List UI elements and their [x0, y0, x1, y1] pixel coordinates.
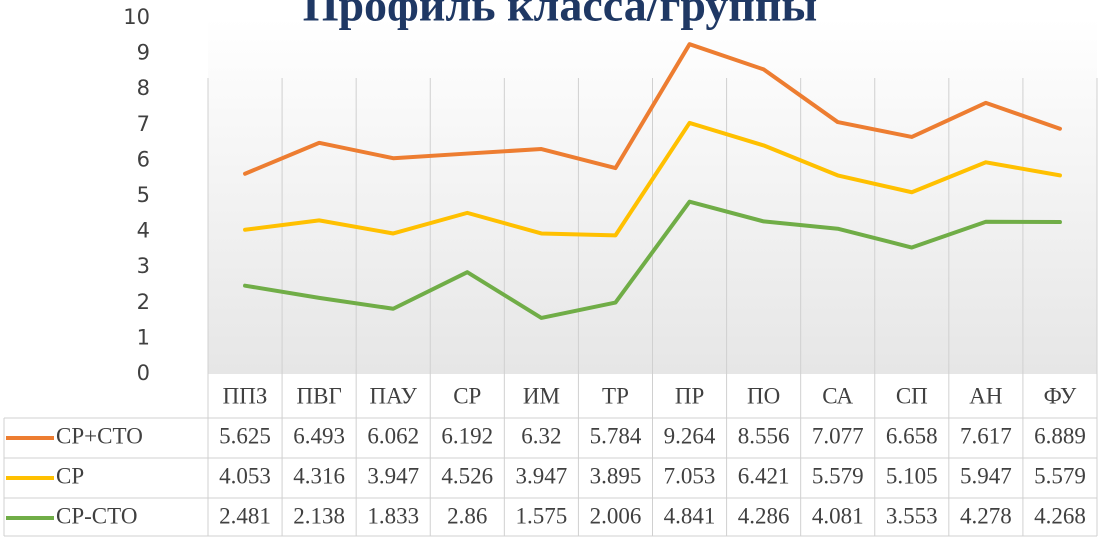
- table-value: 3.553: [886, 503, 938, 528]
- table-value: 7.617: [960, 423, 1012, 448]
- table-value: 6.889: [1034, 423, 1086, 448]
- x-tick-label: ПР: [675, 383, 704, 408]
- table-value: 2.481: [219, 503, 271, 528]
- series-line: [243, 199, 1062, 320]
- x-tick-label: ПАУ: [369, 383, 417, 408]
- table-value: 4.841: [664, 503, 716, 528]
- y-tick-label: 2: [137, 290, 150, 314]
- table-value: 6.658: [886, 423, 938, 448]
- chart-title: Профиль класса/группы: [303, 0, 818, 31]
- y-tick-label: 0: [137, 361, 150, 385]
- x-tick-label: СА: [822, 383, 853, 408]
- table-value: 4.053: [219, 463, 271, 488]
- y-tick-label: 3: [137, 254, 150, 278]
- table-value: 8.556: [738, 423, 790, 448]
- table-value: 3.947: [367, 463, 419, 488]
- table-value: 5.579: [812, 463, 864, 488]
- series-line: [243, 42, 1062, 176]
- y-tick-label: 7: [137, 112, 150, 136]
- table-value: 1.833: [367, 503, 419, 528]
- x-tick-label: ТР: [602, 383, 629, 408]
- table-value: 4.316: [293, 463, 345, 488]
- table-value: 9.264: [664, 423, 716, 448]
- table-value: 6.421: [738, 463, 790, 488]
- x-tick-label: ФУ: [1044, 383, 1077, 408]
- x-tick-label: АН: [969, 383, 1002, 408]
- table-value: 4.268: [1034, 503, 1086, 528]
- table-value: 5.625: [219, 423, 271, 448]
- table-value: 4.286: [738, 503, 790, 528]
- table-value: 4.278: [960, 503, 1012, 528]
- y-tick-label: 1: [137, 325, 150, 349]
- x-tick-label: ПО: [747, 383, 780, 408]
- table-value: 5.947: [960, 463, 1012, 488]
- x-tick-label: ИМ: [523, 383, 560, 408]
- x-tick-label: ППЗ: [223, 383, 268, 408]
- series-line: [243, 120, 1062, 238]
- table-value: 1.575: [516, 503, 568, 528]
- table-value: 4.526: [441, 463, 493, 488]
- y-tick-label: 5: [137, 183, 150, 207]
- x-tick-label: СР: [453, 383, 481, 408]
- y-tick-label: 8: [137, 76, 150, 100]
- legend-label: СР-СТО: [56, 503, 138, 528]
- y-tick-label: 6: [137, 147, 150, 171]
- y-tick-label: 4: [137, 219, 150, 243]
- table-value: 5.105: [886, 463, 938, 488]
- table-value: 2.006: [590, 503, 642, 528]
- table-value: 4.081: [812, 503, 864, 528]
- x-tick-label: ПВГ: [297, 383, 342, 408]
- table-value: 3.895: [590, 463, 642, 488]
- table-value: 5.784: [590, 423, 642, 448]
- table-value: 5.579: [1034, 463, 1086, 488]
- table-value: 6.062: [367, 423, 419, 448]
- table-value: 3.947: [516, 463, 568, 488]
- x-tick-label: СП: [896, 383, 928, 408]
- y-tick-label: 10: [123, 5, 150, 29]
- y-tick-label: 9: [137, 41, 150, 65]
- table-value: 6.493: [293, 423, 345, 448]
- legend-label: СР+СТО: [56, 423, 143, 448]
- table-value: 2.86: [447, 503, 487, 528]
- table-value: 6.32: [521, 423, 561, 448]
- table-value: 6.192: [441, 423, 493, 448]
- table-value: 7.077: [812, 423, 864, 448]
- legend-label: СР: [56, 463, 84, 488]
- table-value: 2.138: [293, 503, 345, 528]
- table-value: 7.053: [664, 463, 716, 488]
